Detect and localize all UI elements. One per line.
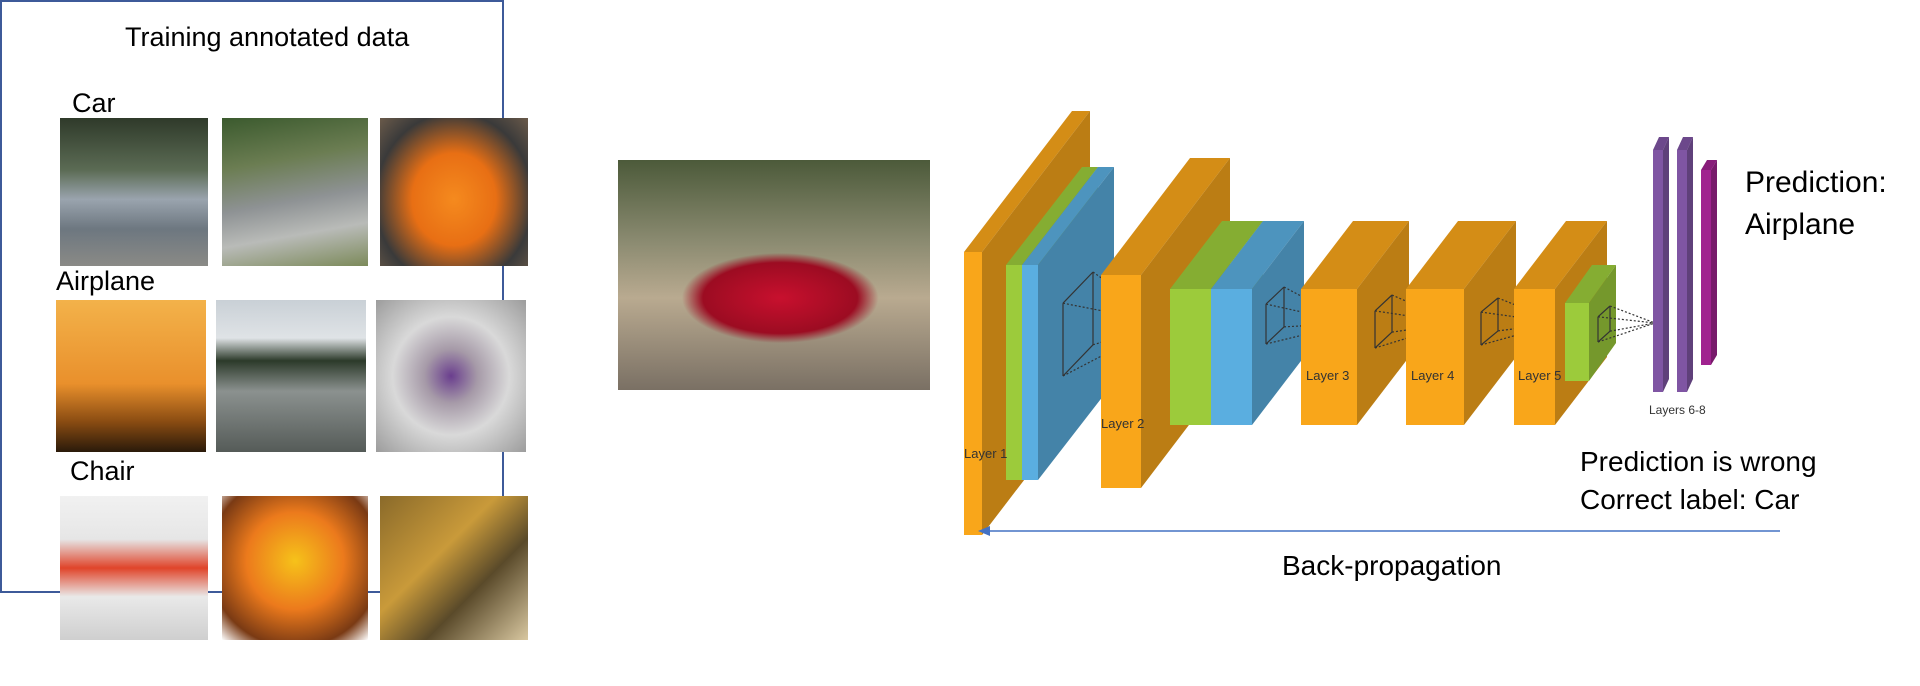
layer-1-label: Layer 1	[964, 446, 1007, 461]
layer-7-fc-front	[1677, 150, 1687, 392]
prediction-line-1: Prediction:	[1745, 166, 1887, 199]
layer-2-kernel-edge	[1265, 326, 1285, 345]
chair-photo-1	[60, 496, 208, 640]
layer-5-kernel-ray	[1609, 305, 1656, 324]
category-label-car: Car	[72, 88, 116, 118]
chair-photo-2	[222, 496, 368, 640]
layer-1-pool-top	[1022, 167, 1114, 265]
layer-5-conv-front	[1514, 289, 1555, 425]
layer-3-kernel-edge	[1374, 331, 1393, 349]
layer-2-kernel-edge	[1265, 286, 1285, 305]
airplane-photo-2	[216, 300, 366, 452]
layer-5-kernel-ray	[1597, 316, 1656, 324]
layer-5-kernel-edge	[1597, 305, 1611, 318]
airplane-photo-3	[376, 300, 526, 452]
layer-4-kernel-ray	[1480, 311, 1561, 324]
layer-3-conv-side	[1357, 221, 1409, 425]
airplane-photo-1	[56, 300, 206, 452]
layer-7-fc-top	[1677, 137, 1693, 150]
layer-6-fc-side	[1663, 137, 1669, 392]
layer-7-fc-side	[1687, 137, 1693, 392]
layer-5-norm-side	[1589, 265, 1616, 381]
feedback-text: Prediction is wrong Correct label: Car	[1580, 443, 1817, 519]
backprop-label: Back-propagation	[1282, 550, 1502, 581]
prediction-text: Prediction: Airplane	[1745, 162, 1887, 246]
layer-1-norm-front	[1006, 265, 1022, 480]
car-photo-2	[222, 118, 368, 266]
layer-1-norm-top	[1006, 167, 1098, 265]
red-sports-car-photo	[618, 160, 930, 390]
layer-3-conv-front	[1301, 289, 1357, 425]
layer-2-norm-front	[1170, 289, 1211, 425]
layer-1-kernel-ray	[1062, 302, 1166, 324]
feedback-line-1: Prediction is wrong	[1580, 446, 1817, 477]
feedback-line-2: Correct label: Car	[1580, 484, 1800, 515]
layer-4-conv-front	[1406, 289, 1464, 425]
layer-4-conv-top	[1406, 221, 1516, 289]
layer-4-label: Layer 4	[1411, 368, 1454, 383]
layer-2-label: Layer 2	[1101, 416, 1144, 431]
layer-2-pool-front	[1211, 289, 1252, 425]
training-title: Training annotated data	[125, 22, 410, 52]
layer-2-conv-top	[1101, 158, 1230, 275]
layer-4-kernel-edge	[1480, 330, 1499, 346]
layer-2-conv-front	[1101, 275, 1141, 488]
layer-1-conv-front	[964, 252, 982, 535]
layer-4-kernel-edge	[1480, 297, 1499, 313]
layer-1-conv-top	[964, 111, 1090, 252]
layer-6-fc-front	[1653, 150, 1663, 392]
layer-1-kernel-edge	[1062, 271, 1094, 304]
layer-6-fc-top	[1653, 137, 1669, 150]
layer-5-norm-front	[1565, 303, 1589, 381]
layers-6-8-label: Layers 6-8	[1649, 403, 1706, 417]
layer-8-output-side	[1711, 160, 1717, 365]
layer-5-label: Layer 5	[1518, 368, 1561, 383]
layer-4-conv-side	[1464, 221, 1516, 425]
category-label-chair: Chair	[70, 456, 135, 486]
layer-3-label: Layer 3	[1306, 368, 1349, 383]
chair-photo-3	[380, 496, 528, 640]
layer-5-kernel-edge	[1597, 330, 1611, 343]
layer-8-output-top	[1701, 160, 1717, 170]
layer-8-output-front	[1701, 170, 1711, 365]
category-label-airplane: Airplane	[56, 266, 156, 296]
layer-1-pool-side	[1038, 167, 1114, 480]
layer-1-pool-front	[1022, 265, 1038, 480]
layer-2-norm-top	[1170, 221, 1263, 289]
layer-5-conv-top	[1514, 221, 1607, 289]
layer-2-pool-top	[1211, 221, 1304, 289]
layer-5-norm-top	[1565, 265, 1616, 303]
car-photo-3	[380, 118, 528, 266]
layer-3-kernel-edge	[1374, 294, 1393, 312]
layer-2-pool-side	[1252, 221, 1304, 425]
layer-3-conv-top	[1301, 221, 1409, 289]
backprop-arrowhead-icon	[978, 526, 990, 536]
prediction-value: Airplane	[1745, 208, 1856, 241]
car-photo-1	[60, 118, 208, 266]
layer-1-kernel-edge	[1062, 344, 1094, 377]
